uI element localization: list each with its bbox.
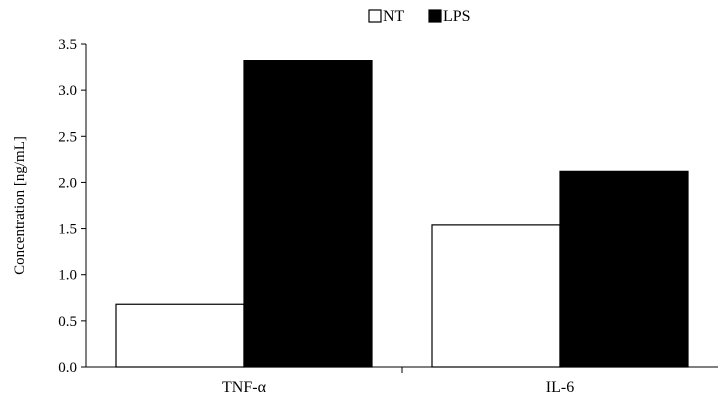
y-ticks: 0.0 0.5 1.0 1.5 2.0 2.5 3.0 3.5 xyxy=(58,37,86,376)
bars-layer xyxy=(115,60,689,368)
bar-nt-1 xyxy=(115,303,245,368)
y-axis-label: Concentration [ng/mL] xyxy=(12,136,28,275)
legend: NT LPS xyxy=(368,8,471,25)
bar-nt-2 xyxy=(431,224,561,368)
legend-label-nt: NT xyxy=(383,8,405,25)
y-tick-label: 0.0 xyxy=(58,360,77,376)
x-category-label: IL-6 xyxy=(546,379,574,396)
legend-label-lps: LPS xyxy=(443,8,471,25)
x-category-label: TNF-α xyxy=(222,379,267,396)
y-tick-label: 2.0 xyxy=(58,175,77,191)
y-tick-label: 3.0 xyxy=(58,83,77,99)
legend-swatch-lps xyxy=(428,9,442,23)
y-tick-label: 1.5 xyxy=(58,222,77,238)
y-tick-label: 0.5 xyxy=(58,314,77,330)
bar-lps-1 xyxy=(243,60,373,368)
bar-lps-2 xyxy=(559,170,689,368)
y-tick-label: 1.0 xyxy=(58,268,77,284)
legend-swatch-nt xyxy=(368,9,382,23)
y-tick-label: 3.5 xyxy=(58,37,77,53)
x-categories: TNF-α IL-6 xyxy=(222,367,574,396)
y-tick-label: 2.5 xyxy=(58,129,77,145)
